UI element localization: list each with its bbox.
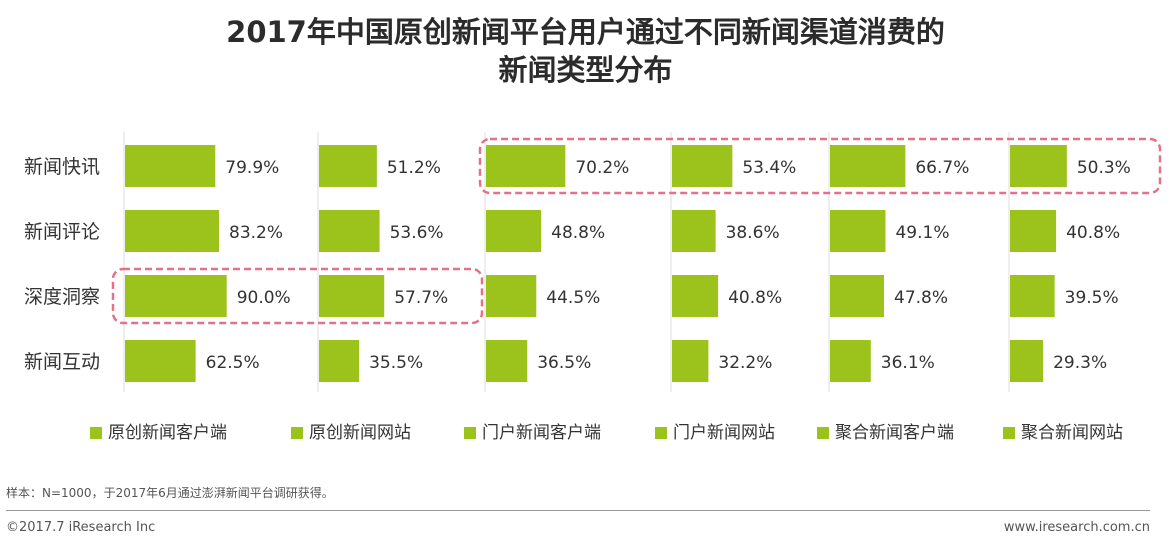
bar — [125, 145, 216, 187]
bar — [319, 340, 360, 382]
data-label: 44.5% — [546, 288, 600, 308]
data-label: 70.2% — [575, 158, 629, 178]
data-label: 32.2% — [718, 353, 772, 373]
legend-label: 门户新闻网站 — [673, 423, 775, 443]
data-label: 51.2% — [387, 158, 441, 178]
chart-title-line1: 2017年中国原创新闻平台用户通过不同新闻渠道消费的 — [226, 15, 945, 49]
sample-note: 样本：N=1000，于2017年6月通过澎湃新闻平台调研获得。 — [6, 486, 334, 500]
data-label: 49.1% — [895, 223, 949, 243]
legend-swatch — [817, 427, 829, 439]
bar — [486, 275, 537, 317]
data-label: 53.6% — [390, 223, 444, 243]
bar — [830, 210, 886, 252]
bar — [672, 145, 733, 187]
data-label: 90.0% — [237, 288, 291, 308]
legend-item: 门户新闻客户端 — [464, 421, 601, 445]
category-label: 新闻互动 — [24, 351, 100, 373]
bar — [319, 145, 377, 187]
legend-item: 原创新闻网站 — [291, 421, 411, 445]
legend-swatch — [464, 427, 476, 439]
category-label: 新闻评论 — [24, 221, 100, 243]
legend-item: 聚合新闻网站 — [1003, 421, 1123, 445]
data-label: 40.8% — [728, 288, 782, 308]
bar — [1010, 340, 1044, 382]
legend-label: 聚合新闻客户端 — [835, 423, 954, 443]
legend-swatch — [291, 427, 303, 439]
legend-label: 门户新闻客户端 — [482, 423, 601, 443]
data-label: 53.4% — [742, 158, 796, 178]
bar — [672, 275, 719, 317]
legend-item: 门户新闻网站 — [655, 421, 775, 445]
bar — [830, 340, 871, 382]
bar — [125, 340, 196, 382]
data-label: 29.3% — [1053, 353, 1107, 373]
data-label: 40.8% — [1066, 223, 1120, 243]
category-label: 深度洞察 — [24, 286, 100, 308]
bar — [830, 145, 906, 187]
legend-label: 原创新闻客户端 — [108, 423, 227, 443]
bar — [672, 210, 716, 252]
bar — [319, 210, 380, 252]
data-label: 57.7% — [394, 288, 448, 308]
chart-legend: 原创新闻客户端 原创新闻网站 门户新闻客户端 门户新闻网站 聚合新闻客户端 聚合新闻网站 — [0, 421, 1171, 445]
data-label: 39.5% — [1065, 288, 1119, 308]
bar — [1010, 275, 1055, 317]
legend-swatch — [655, 427, 667, 439]
footer-divider — [6, 510, 1150, 511]
data-label: 62.5% — [206, 353, 260, 373]
bar — [830, 275, 885, 317]
data-label: 36.1% — [881, 353, 935, 373]
data-label: 48.8% — [551, 223, 605, 243]
legend-label: 原创新闻网站 — [309, 423, 411, 443]
website-url: www.iresearch.com.cn — [1003, 520, 1150, 535]
bar — [486, 210, 542, 252]
chart-title-line2: 新闻类型分布 — [498, 53, 673, 87]
data-label: 36.5% — [537, 353, 591, 373]
legend-label: 聚合新闻网站 — [1021, 423, 1123, 443]
data-label: 66.7% — [915, 158, 969, 178]
bar — [486, 340, 528, 382]
bar — [672, 340, 709, 382]
highlight-box-news-flash — [478, 137, 1162, 195]
data-label: 38.6% — [726, 223, 780, 243]
legend-item: 原创新闻客户端 — [90, 421, 227, 445]
copyright: ©2017.7 iResearch Inc — [6, 520, 156, 535]
data-label: 47.8% — [894, 288, 948, 308]
highlight-box-deep-insight — [111, 267, 484, 325]
bar — [319, 275, 385, 317]
bar — [125, 275, 227, 317]
category-label: 新闻快讯 — [24, 156, 100, 178]
data-label: 83.2% — [229, 223, 283, 243]
legend-swatch — [90, 427, 102, 439]
data-label: 79.9% — [225, 158, 279, 178]
bar — [1010, 145, 1067, 187]
legend-item: 聚合新闻客户端 — [817, 421, 954, 445]
bar — [1010, 210, 1057, 252]
bar — [486, 145, 566, 187]
data-label: 35.5% — [369, 353, 423, 373]
legend-swatch — [1003, 427, 1015, 439]
bar — [125, 210, 220, 252]
data-label: 50.3% — [1077, 158, 1131, 178]
